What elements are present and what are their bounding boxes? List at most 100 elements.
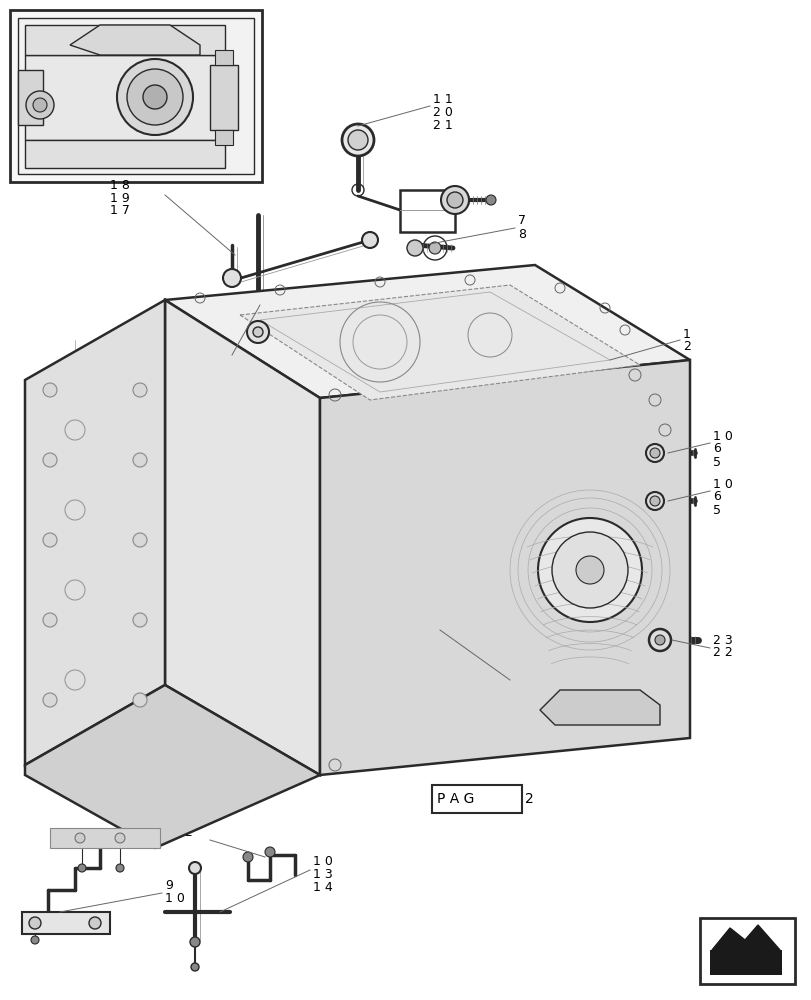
Text: 1 8: 1 8 <box>109 179 130 192</box>
Circle shape <box>31 936 39 944</box>
Text: 1 0: 1 0 <box>312 855 333 868</box>
Circle shape <box>341 124 374 156</box>
Text: 1: 1 <box>682 328 690 340</box>
Bar <box>18 18 254 174</box>
Text: 3: 3 <box>513 668 520 682</box>
Circle shape <box>26 91 54 119</box>
Bar <box>25 25 225 55</box>
Circle shape <box>247 321 268 343</box>
Circle shape <box>133 383 147 397</box>
Circle shape <box>133 613 147 627</box>
Polygon shape <box>320 360 689 775</box>
Polygon shape <box>25 300 165 765</box>
Polygon shape <box>165 265 689 398</box>
Text: 1 5: 1 5 <box>210 355 230 367</box>
Circle shape <box>362 232 378 248</box>
Text: 4: 4 <box>513 682 520 694</box>
Text: 2 0: 2 0 <box>432 106 453 119</box>
Polygon shape <box>240 285 639 400</box>
Text: 9: 9 <box>165 879 173 892</box>
Circle shape <box>29 917 41 929</box>
Text: 1 7: 1 7 <box>109 205 130 218</box>
Circle shape <box>43 453 57 467</box>
Polygon shape <box>165 300 320 775</box>
Circle shape <box>648 629 670 651</box>
Circle shape <box>43 693 57 707</box>
Circle shape <box>646 492 663 510</box>
Text: 1 1: 1 1 <box>432 93 453 106</box>
Bar <box>215 130 233 145</box>
Text: 5: 5 <box>712 504 720 516</box>
Circle shape <box>43 533 57 547</box>
Bar <box>210 65 238 130</box>
Text: P A G: P A G <box>436 792 474 806</box>
Circle shape <box>117 59 193 135</box>
Bar <box>400 190 454 232</box>
Circle shape <box>127 69 182 125</box>
Text: 1 0: 1 0 <box>712 478 732 490</box>
Circle shape <box>649 448 659 458</box>
Circle shape <box>133 533 147 547</box>
Circle shape <box>253 327 263 337</box>
Circle shape <box>348 130 367 150</box>
Bar <box>10 10 262 182</box>
Circle shape <box>189 862 201 874</box>
Circle shape <box>75 833 85 843</box>
Circle shape <box>538 518 642 622</box>
Circle shape <box>646 444 663 462</box>
Circle shape <box>78 864 86 872</box>
Text: 1 6: 1 6 <box>210 342 230 355</box>
Circle shape <box>33 98 47 112</box>
Text: 2: 2 <box>525 792 533 806</box>
Circle shape <box>190 937 200 947</box>
Text: 8: 8 <box>517 228 526 240</box>
Bar <box>431 785 521 813</box>
Circle shape <box>143 85 167 109</box>
Text: 2 2: 2 2 <box>712 647 732 660</box>
Bar <box>25 140 225 168</box>
Circle shape <box>68 159 76 167</box>
Circle shape <box>89 917 101 929</box>
Circle shape <box>118 159 126 167</box>
Circle shape <box>223 269 241 287</box>
Bar <box>699 918 794 984</box>
Text: 1 9: 1 9 <box>109 192 130 205</box>
Polygon shape <box>25 685 320 848</box>
Polygon shape <box>711 925 779 950</box>
Circle shape <box>440 186 469 214</box>
Circle shape <box>551 532 627 608</box>
Circle shape <box>264 847 275 857</box>
Circle shape <box>115 833 125 843</box>
Circle shape <box>428 242 440 254</box>
Text: 1 3: 1 3 <box>312 868 333 881</box>
Circle shape <box>575 556 603 584</box>
Circle shape <box>406 240 423 256</box>
Bar <box>25 55 225 140</box>
Text: 1 0: 1 0 <box>712 430 732 442</box>
Bar <box>215 50 233 65</box>
Bar <box>109 145 135 165</box>
Bar <box>60 145 85 165</box>
Bar <box>709 950 781 975</box>
Polygon shape <box>539 690 659 725</box>
Circle shape <box>242 852 253 862</box>
Circle shape <box>133 693 147 707</box>
Text: 2 3: 2 3 <box>712 634 732 647</box>
Text: 1 0: 1 0 <box>165 892 185 905</box>
Circle shape <box>649 496 659 506</box>
Text: 5: 5 <box>712 456 720 468</box>
Text: 6: 6 <box>712 490 720 504</box>
Bar <box>22 912 109 934</box>
Text: 1 4: 1 4 <box>312 881 333 894</box>
Circle shape <box>446 192 462 208</box>
Text: 2 1: 2 1 <box>432 119 453 132</box>
Text: 7: 7 <box>517 215 526 228</box>
Circle shape <box>43 383 57 397</box>
Bar <box>18 70 43 125</box>
Circle shape <box>486 195 496 205</box>
Circle shape <box>191 963 199 971</box>
Text: 2: 2 <box>682 340 690 354</box>
Circle shape <box>116 864 124 872</box>
Polygon shape <box>70 25 200 55</box>
Circle shape <box>43 613 57 627</box>
